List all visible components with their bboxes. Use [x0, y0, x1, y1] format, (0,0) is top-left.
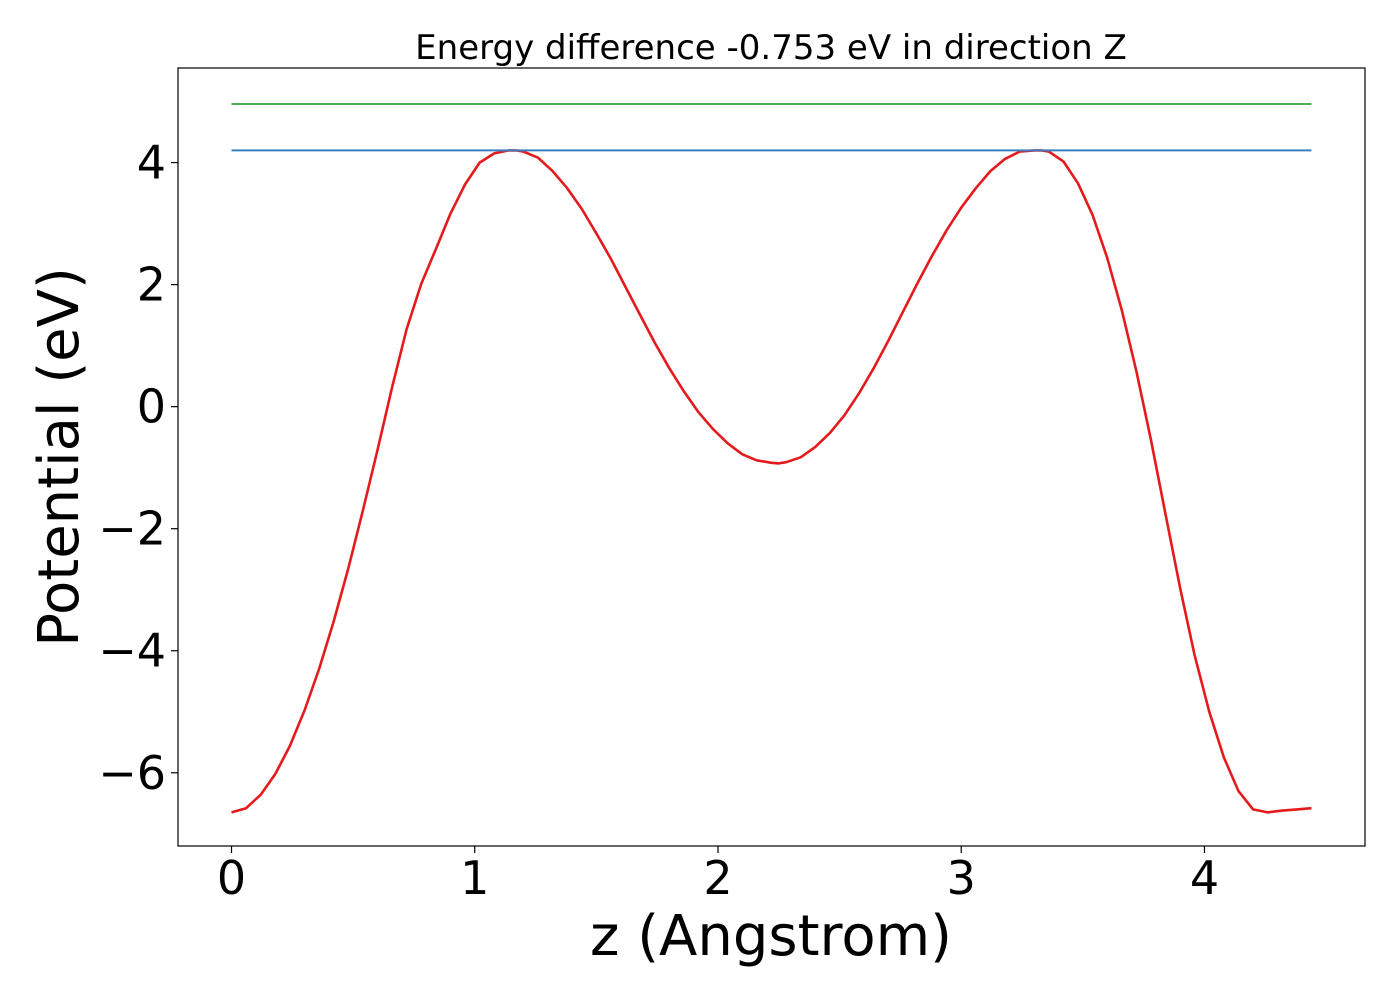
- y-tick-label: 0: [137, 380, 166, 434]
- plot-frame: [177, 67, 1366, 847]
- y-tick-label: −4: [98, 624, 166, 678]
- x-tick-label: 0: [217, 851, 246, 905]
- y-tick-label: −2: [98, 502, 166, 556]
- x-tick-label: 4: [1190, 851, 1219, 905]
- y-tick-label: 2: [137, 258, 166, 312]
- axes-layer: 0 1 2 3 4 −6 −4 −2 0 2 4: [98, 136, 1219, 905]
- series-layer: [231, 103, 1312, 814]
- y-axis-label: Potential (eV): [27, 267, 92, 647]
- x-tick-label: 2: [703, 851, 732, 905]
- y-tick-label: 4: [137, 136, 166, 190]
- x-tick-label: 1: [460, 851, 489, 905]
- x-tick-label: 3: [947, 851, 976, 905]
- series-line-0: [231, 149, 1312, 814]
- chart-title: Energy difference -0.753 eV in direction…: [415, 28, 1127, 68]
- y-tick-label: −6: [98, 746, 166, 800]
- x-axis-label: z (Angstrom): [590, 904, 952, 969]
